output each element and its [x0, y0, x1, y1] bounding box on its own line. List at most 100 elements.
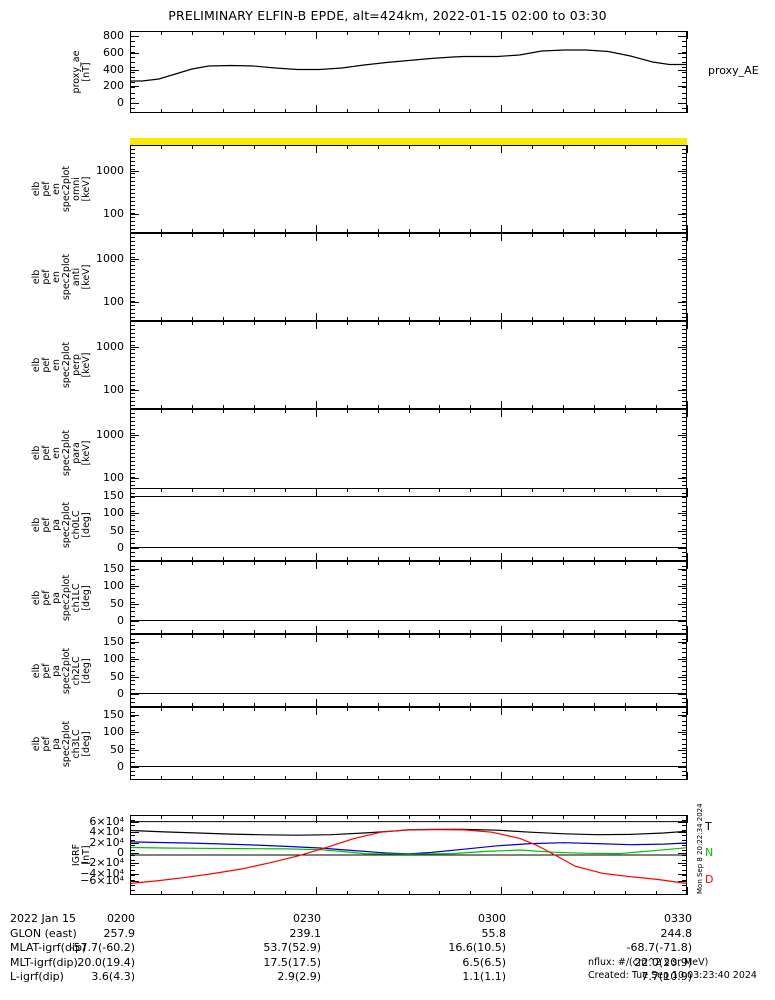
xtick-minor — [501, 634, 503, 638]
ytick-minor — [682, 510, 687, 512]
ytick-pa-ch0lc-0: 150 — [103, 489, 124, 503]
ytick-mark — [130, 853, 139, 854]
xtick-minor — [625, 891, 627, 895]
ytick-minor — [682, 611, 687, 613]
xtick-mark — [687, 31, 688, 39]
xtick-minor — [656, 405, 658, 409]
ytick-mark — [678, 69, 687, 71]
ytick-minor — [682, 389, 687, 390]
ytick-minor — [130, 102, 135, 104]
ytick-en-perp-0: 1000 — [96, 340, 124, 354]
ytick-minor — [682, 688, 687, 690]
xtick-minor — [315, 561, 317, 565]
ytick-minor — [130, 325, 135, 326]
xtick-mark — [687, 887, 688, 895]
xtick-minor — [532, 145, 534, 149]
ytick-minor — [130, 457, 135, 458]
ytick-minor — [130, 652, 135, 654]
ytick-mark — [678, 853, 687, 854]
xtick-mark — [687, 626, 688, 634]
ytick-minor — [682, 429, 687, 430]
ytick-minor — [130, 297, 135, 298]
xtick-minor — [408, 109, 410, 113]
ytick-minor — [130, 647, 135, 649]
ytick-minor — [682, 885, 687, 886]
ytick-minor — [130, 209, 135, 210]
ytick-minor — [682, 397, 687, 398]
ytick-minor — [130, 329, 135, 330]
ytick-mark — [130, 52, 139, 54]
ytick-minor — [130, 492, 135, 494]
xtick-minor — [470, 109, 472, 113]
xtick-minor — [377, 561, 379, 565]
ytick-minor — [130, 481, 135, 482]
ytick-minor — [682, 281, 687, 282]
ytick-minor — [682, 615, 687, 617]
ytick-minor — [682, 529, 687, 531]
xtick-minor — [315, 109, 317, 113]
ytick-minor — [682, 465, 687, 466]
xtick-minor — [346, 409, 348, 413]
ytick-minor — [682, 770, 687, 772]
xtick-minor — [191, 815, 193, 819]
ytick-minor — [130, 697, 135, 699]
ytick-minor — [682, 257, 687, 258]
ytick-minor — [130, 205, 135, 206]
xtick-minor — [656, 630, 658, 634]
xtick-minor — [222, 145, 224, 149]
ytick-minor — [682, 56, 687, 58]
xtick-minor — [160, 703, 162, 707]
xtick-minor — [222, 891, 224, 895]
ytick-minor — [682, 453, 687, 454]
cell-r2-c1: 53.7(52.9) — [263, 941, 321, 954]
xtick-minor — [222, 229, 224, 233]
xtick-minor — [160, 321, 162, 325]
xtick-minor — [346, 561, 348, 565]
xtick-minor — [191, 488, 193, 492]
ytick-minor — [682, 301, 687, 302]
xtick-mark — [687, 233, 688, 241]
ytick-mark — [678, 530, 687, 532]
ytick-minor — [682, 77, 687, 79]
series-igrf-n — [131, 846, 686, 855]
ytick-minor — [130, 538, 135, 540]
xtick-minor — [377, 229, 379, 233]
cell-r2-c2: 16.6(10.5) — [448, 941, 506, 954]
xtick-minor — [594, 405, 596, 409]
ytick-mark — [130, 513, 139, 515]
xtick-minor — [253, 488, 255, 492]
xtick-minor — [346, 630, 348, 634]
xtick-minor — [191, 405, 193, 409]
ytick-minor — [682, 61, 687, 63]
ytick-minor — [130, 313, 135, 314]
ytick-mark — [130, 881, 139, 883]
xtick-minor — [346, 405, 348, 409]
xtick-minor — [656, 109, 658, 113]
xtick-minor — [377, 31, 379, 35]
ytick-minor — [130, 77, 135, 79]
ytick-minor — [682, 373, 687, 374]
ytick-minor — [130, 157, 135, 158]
xtick-minor — [470, 703, 472, 707]
ytick-minor — [682, 213, 687, 214]
ytick-minor — [682, 241, 687, 242]
xtick-minor — [532, 109, 534, 113]
xtick-minor — [594, 317, 596, 321]
xtick-minor — [656, 703, 658, 707]
ytick-minor — [130, 429, 135, 430]
ytick-minor — [130, 46, 135, 48]
xtick-minor — [253, 630, 255, 634]
ytick-minor — [682, 269, 687, 270]
ytick-mark — [130, 863, 139, 865]
xtick-minor — [470, 707, 472, 711]
ytick-minor — [130, 840, 135, 841]
xtick-minor — [532, 630, 534, 634]
xtick-minor — [408, 634, 410, 638]
xtick-minor — [501, 776, 503, 780]
xtick-minor — [222, 561, 224, 565]
ytick-minor — [682, 273, 687, 274]
xtick-minor — [284, 634, 286, 638]
ytick-minor — [682, 850, 687, 851]
ytick-minor — [130, 389, 135, 390]
ytick-pa-ch2lc-1: 100 — [103, 652, 124, 666]
